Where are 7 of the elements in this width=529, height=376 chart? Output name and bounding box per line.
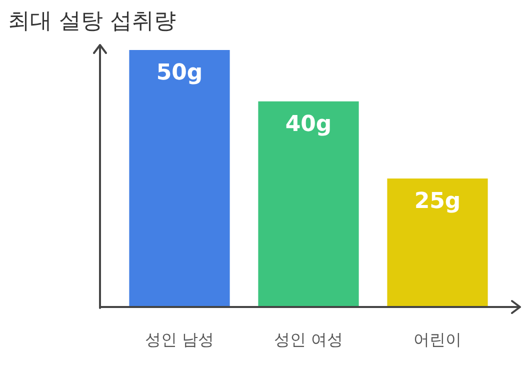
data-label: 50g — [156, 60, 203, 86]
data-label: 40g — [285, 112, 332, 138]
chart-title: 최대 설탕 섭취량 — [8, 8, 176, 36]
x-tick-label: 어린이 — [414, 330, 462, 349]
x-tick-label: 성인 남성 — [144, 330, 214, 349]
data-label: 25g — [414, 189, 461, 214]
x-tick-label: 성인 여성 — [274, 330, 344, 349]
